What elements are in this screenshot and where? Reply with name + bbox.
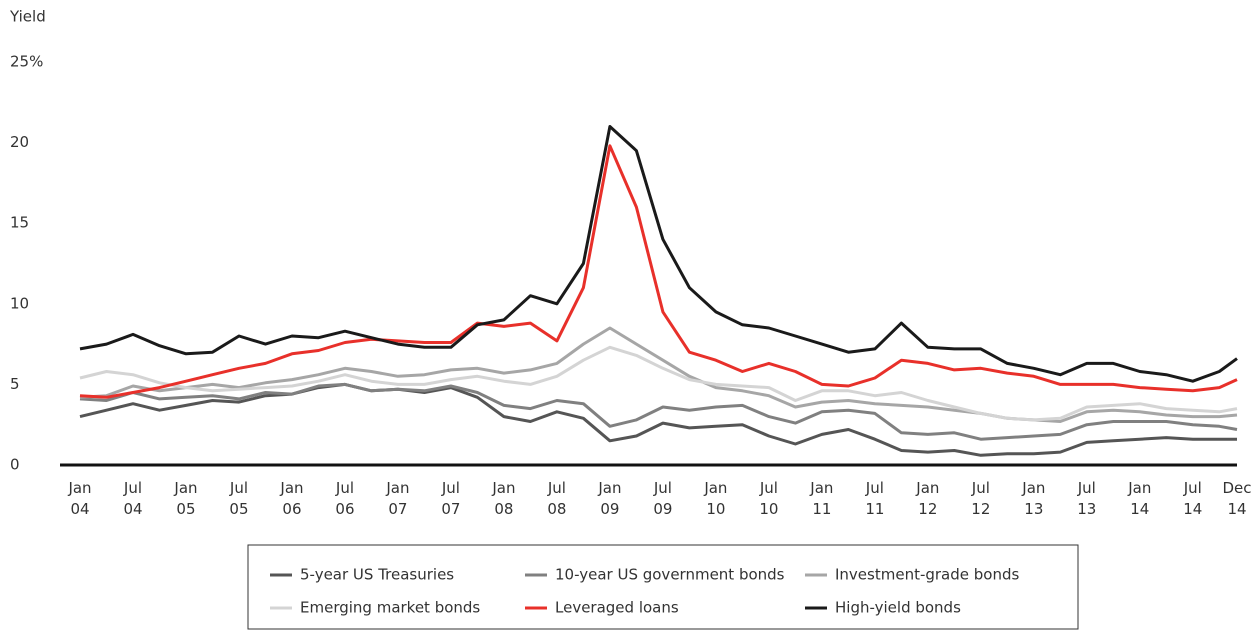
- series-line: [79, 125, 1238, 383]
- y-tick-label: 5: [10, 375, 20, 393]
- x-tick-label: Jul 10: [759, 479, 779, 518]
- x-tick-label: Jan 07: [386, 479, 410, 518]
- legend-box: [247, 544, 1079, 630]
- series-line: [79, 144, 1238, 399]
- x-tick-label: Jan 05: [174, 479, 198, 518]
- x-tick-label: Jan 04: [68, 479, 92, 518]
- x-tick-label: Jul 14: [1183, 479, 1203, 518]
- y-tick-label: 25%: [10, 53, 43, 71]
- y-axis-label: Yield: [9, 8, 46, 26]
- legend-label: 5-year US Treasuries: [300, 566, 454, 584]
- x-tick-label: Jul 08: [547, 479, 567, 518]
- legend-label: Investment-grade bonds: [835, 566, 1019, 584]
- x-tick-label: Dec 14: [1222, 479, 1252, 518]
- legend-label: Emerging market bonds: [300, 599, 480, 617]
- x-tick-label: Jul 11: [865, 479, 885, 518]
- series-line: [79, 382, 1237, 457]
- x-tick-label: Jul 09: [653, 479, 673, 518]
- x-tick-label: Jan 13: [1022, 479, 1046, 518]
- series-line: [79, 382, 1238, 441]
- x-tick-label: Jan 10: [704, 479, 728, 518]
- x-tick-label: Jul 07: [441, 479, 461, 518]
- series-line: [79, 326, 1238, 423]
- legend-label: Leveraged loans: [555, 599, 679, 617]
- x-tick-label: Jul 05: [229, 479, 249, 518]
- y-tick-label: 20: [10, 133, 29, 151]
- y-tick-label: 0: [10, 456, 20, 474]
- x-tick-label: Jul 12: [971, 479, 991, 518]
- legend-label: 10-year US government bonds: [555, 566, 785, 584]
- x-tick-label: Jan 08: [492, 479, 516, 518]
- x-tick-label: Jan 11: [810, 479, 834, 518]
- legend-label: High-yield bonds: [835, 599, 961, 617]
- x-tick-label: Jan 12: [916, 479, 940, 518]
- y-tick-label: 15: [10, 214, 29, 232]
- x-tick-label: Jul 06: [335, 479, 355, 518]
- x-tick-label: Jan 09: [598, 479, 622, 518]
- x-tick-label: Jul 04: [123, 479, 143, 518]
- x-tick-label: Jul 13: [1077, 479, 1097, 518]
- x-tick-label: Jan 06: [280, 479, 304, 518]
- x-tick-label: Jan 14: [1128, 479, 1152, 518]
- series-line: [79, 345, 1238, 422]
- y-tick-label: 10: [10, 294, 29, 312]
